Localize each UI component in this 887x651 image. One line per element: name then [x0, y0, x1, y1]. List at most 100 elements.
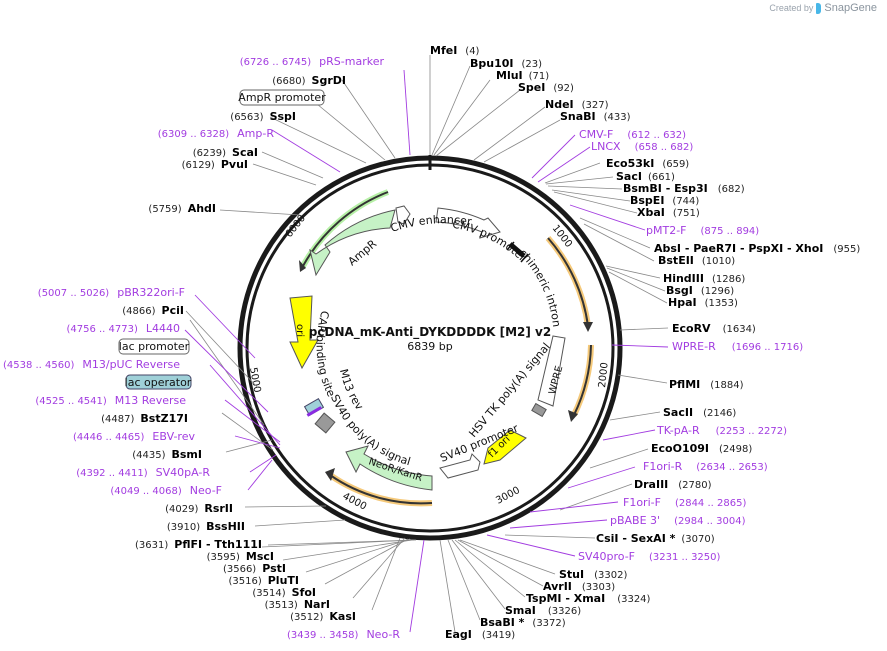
svg-text:(6680)SgrDI: (6680) SgrDI: [272, 74, 346, 87]
svg-text:(3514)SfoI: (3514) SfoI: [252, 586, 316, 599]
svg-text:NdeI(327): NdeI (327): [545, 98, 609, 111]
svg-text:CAP binding site: CAP binding site: [314, 309, 338, 399]
tick-3000: 3000: [494, 485, 522, 507]
ampr-promoter-feature[interactable]: [395, 205, 411, 225]
svg-text:AbsI - PaeR7I - PspXI -: AbsI - PaeR7I - PspXI - XhoI (955): [654, 242, 860, 255]
primers-right: CMV-F (612 .. 632) LNCX (658 .. 682) pMT2-…: [578, 128, 803, 563]
svg-text:TspMI - XmaI(3324): TspMI - XmaI (3324): [526, 592, 651, 605]
svg-text:PflMI(1884): PflMI (1884): [669, 378, 744, 391]
wpre-feature[interactable]: [537, 335, 566, 407]
svg-text:StuI(3302): StuI (3302): [559, 568, 627, 581]
svg-text:(6726 .. 6745)pRS-marker: (6726 .. 6745) pRS-marker: [240, 55, 385, 68]
svg-text:(3513)NarI: (3513) NarI: [265, 598, 330, 611]
svg-text:DraIII(2780): DraIII (2780): [634, 478, 712, 491]
f1-ori-feature[interactable]: [483, 429, 527, 465]
svg-text:pMT2-F(875 .. 894): pMT2-F (875 .. 894): [646, 224, 759, 237]
lac-promoter-label: lac promoter: [119, 340, 190, 353]
svg-text:F1ori-F(2844 .. 2865): F1ori-F (2844 .. 2865): [623, 496, 746, 509]
svg-text:(4487)BstZ17I: (4487) BstZ17I: [101, 412, 188, 425]
svg-text:SacII(2146): SacII (2146): [663, 406, 736, 419]
svg-text:TK-pA-R(2253 .. 2272): TK-pA-R (2253 .. 2272): [656, 424, 787, 437]
cmv-enhancer-feature[interactable]: [435, 207, 501, 239]
svg-text:(3566)PstI: (3566) PstI: [223, 562, 286, 575]
label-cap-binding-site: CAP binding site: [314, 309, 338, 399]
svg-text:(3631)PflFI - Tth111I: (3631) PflFI - Tth111I: [135, 538, 262, 551]
orf-arcs: [299, 189, 594, 507]
tick-5000: 5000: [247, 367, 262, 394]
svg-text:(3595)MscI: (3595) MscI: [207, 550, 274, 563]
svg-text:BsgI(1296): BsgI (1296): [666, 284, 734, 297]
svg-text:(6309 .. 6328)Amp-R: (6309 .. 6328) Amp-R: [158, 127, 275, 140]
svg-text:(4029)RsrII: (4029) RsrII: [165, 502, 233, 515]
svg-text:(3516)PluTI: (3516) PluTI: [228, 574, 299, 587]
label-ampr: AmpR: [346, 237, 380, 268]
svg-text:(3910)BssHII: (3910) BssHII: [167, 520, 245, 533]
svg-text:(3439 .. 3458)Neo-R: (3439 .. 3458) Neo-R: [287, 628, 400, 641]
svg-text:(4392 .. 4411)SV40pA-R: (4392 .. 4411) SV40pA-R: [76, 466, 210, 479]
snapgene-logo-icon: [816, 2, 822, 14]
svg-text:(6129)PvuI: (6129) PvuI: [182, 158, 248, 171]
svg-text:(5759)AhdI: (5759) AhdI: [148, 202, 216, 215]
svg-text:chimeric intron: chimeric intron: [516, 247, 563, 328]
primer-leader-lines: [184, 69, 669, 633]
svg-text:CMV-F(612 .. 632): CMV-F (612 .. 632): [579, 128, 686, 141]
neor-kanr-feature[interactable]: [345, 445, 433, 491]
ori-feature[interactable]: [289, 295, 319, 370]
svg-text:BsaBI *(3372): BsaBI * (3372): [480, 616, 566, 629]
credit-brand: SnapGene: [824, 2, 877, 14]
svg-text:BspEI(744): BspEI (744): [630, 194, 699, 207]
svg-text:(4446 .. 4465)EBV-rev: (4446 .. 4465) EBV-rev: [73, 430, 195, 443]
label-chimeric-intron: chimeric intron: [516, 247, 563, 328]
boxed-labels: AmpR promoter lac promoter lac operator: [118, 89, 326, 390]
svg-text:MluI(71): MluI (71): [496, 69, 549, 82]
sv40-promoter-feature[interactable]: [439, 453, 481, 479]
svg-text:(5007 .. 5026)pBR322ori-F: (5007 .. 5026) pBR322ori-F: [38, 286, 185, 299]
svg-text:(4049 .. 4068)Neo-F: (4049 .. 4068) Neo-F: [110, 484, 222, 497]
svg-text:HpaI(1353): HpaI (1353): [668, 296, 738, 309]
svg-text:SV40pro-F(3231 .. 3250): SV40pro-F (3231 .. 3250): [578, 550, 721, 563]
svg-text:(3512)KasI: (3512) KasI: [290, 610, 356, 623]
enzymes-left: (6680) SgrDI (6563) SspI (6239) ScaI (6129)…: [101, 74, 356, 623]
m13-primer-mark: [306, 406, 322, 417]
svg-text:SnaBI(433): SnaBI (433): [560, 110, 631, 123]
enzymes-right: MfeI (4) Bpu10I (23) MluI (71) SpeI (92) Nde…: [430, 44, 860, 641]
svg-text:(6563)SspI: (6563) SspI: [230, 110, 296, 123]
credit-prefix: Created by: [769, 3, 814, 13]
tick-2000: 2000: [597, 362, 611, 388]
label-ori: ori: [294, 324, 305, 337]
svg-text:XbaI(751): XbaI (751): [637, 206, 700, 219]
svg-text:(4866)PciI: (4866) PciI: [122, 304, 184, 317]
svg-text:Eco53kI(659): Eco53kI (659): [606, 157, 689, 170]
enzyme-leader-lines: [185, 55, 669, 633]
primers-left: (6726 .. 6745) pRS-marker (6309 .. 6328) A…: [3, 55, 400, 641]
svg-text:EagI(3419): EagI (3419): [445, 628, 515, 641]
sv40-polya-feature[interactable]: [314, 412, 336, 434]
svg-text:(4525 .. 4541)M13 Reverse: (4525 .. 4541) M13 Reverse: [35, 394, 186, 407]
svg-text:pBABE 3'(2984 .. 3004): pBABE 3' (2984 .. 3004): [610, 514, 746, 527]
hsv-tk-polya-feature[interactable]: [531, 402, 547, 418]
lac-operator-label: lac operator: [125, 376, 192, 389]
svg-text:F1ori-R(2634 .. 2653): F1ori-R (2634 .. 2653): [643, 460, 768, 473]
features: [289, 205, 566, 491]
svg-text:SmaI(3326): SmaI (3326): [505, 604, 581, 617]
svg-text:SacI(661): SacI (661): [616, 170, 675, 183]
svg-text:WPRE-R(1696 .. 1716): WPRE-R (1696 .. 1716): [672, 340, 803, 353]
svg-text:EcoRV(1634): EcoRV (1634): [672, 322, 756, 335]
svg-text:(4435)BsmI: (4435) BsmI: [132, 448, 202, 461]
svg-text:BsmBI - Esp3I(682): BsmBI - Esp3I (682): [623, 182, 745, 195]
snapgene-credit: Created by SnapGene: [769, 2, 877, 14]
svg-text:(6239)ScaI: (6239) ScaI: [193, 146, 258, 159]
svg-text:(4756 .. 4773)L4440: (4756 .. 4773) L4440: [66, 322, 180, 335]
ampr-promoter-label: AmpR promoter: [238, 91, 326, 104]
tick-6000: 6000: [284, 213, 308, 240]
svg-text:SpeI(92): SpeI (92): [518, 81, 574, 94]
svg-text:LNCX(658 .. 682): LNCX (658 .. 682): [591, 140, 693, 153]
svg-text:BstEII(1010): BstEII (1010): [658, 254, 735, 267]
chimeric-intron-feature[interactable]: [506, 241, 529, 263]
svg-text:MfeI(4): MfeI (4): [430, 44, 480, 57]
ampr-feature[interactable]: [309, 209, 396, 277]
svg-text:EcoO109I(2498): EcoO109I (2498): [651, 442, 752, 455]
svg-text:Bpu10I(23): Bpu10I (23): [470, 57, 542, 70]
plasmid-name: pcDNA_mK-Anti_DYKDDDDK [M2] v2: [309, 325, 551, 340]
